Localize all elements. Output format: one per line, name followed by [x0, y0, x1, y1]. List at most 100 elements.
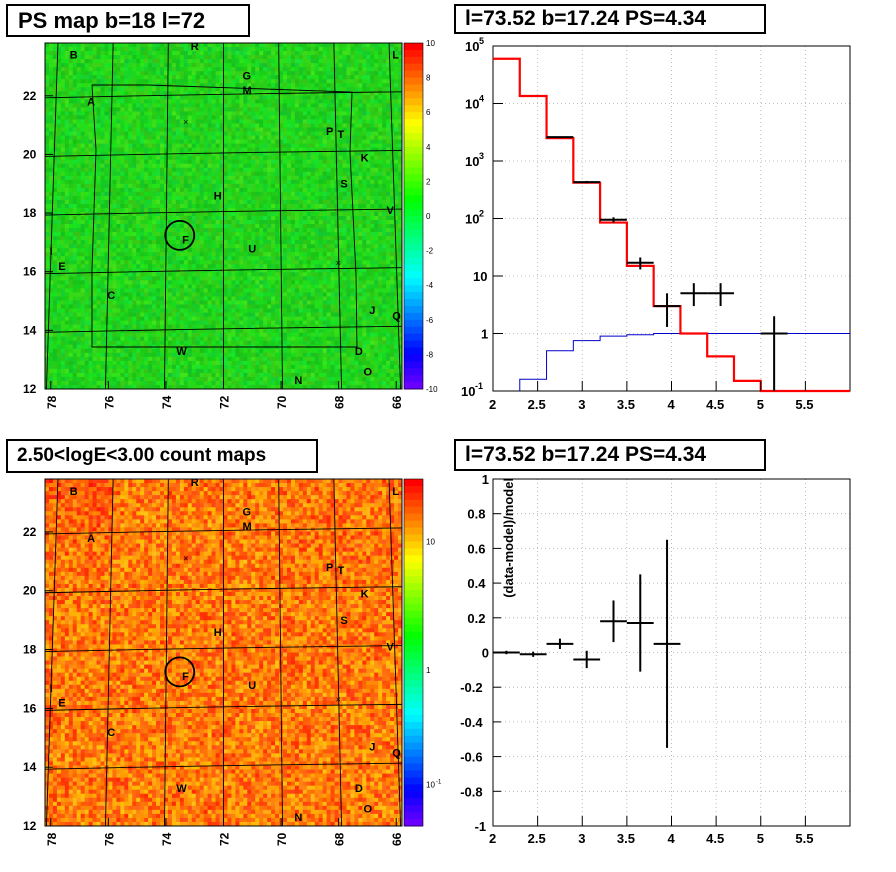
map-cell — [255, 87, 260, 92]
map-cell — [76, 224, 82, 229]
map-cell — [104, 67, 109, 72]
map-cell — [92, 272, 97, 277]
map-cell — [183, 280, 189, 285]
map-cell — [68, 336, 74, 342]
map-cell — [100, 43, 105, 48]
map-cell — [88, 191, 93, 197]
map-cell — [84, 83, 90, 88]
map-cell — [132, 43, 137, 48]
map-cell — [255, 207, 260, 213]
map-cell — [171, 280, 177, 285]
map-cell — [52, 244, 58, 249]
map-cell — [140, 143, 145, 148]
map-cell — [160, 244, 165, 249]
map-cell — [128, 199, 133, 205]
map-cell — [96, 368, 101, 374]
map-cell — [171, 191, 177, 197]
map-cell — [148, 123, 153, 128]
map-cell — [263, 115, 268, 120]
map-cell — [68, 288, 74, 293]
map-cell — [112, 135, 117, 140]
map-cell — [179, 211, 185, 217]
map-cell — [255, 356, 260, 362]
map-cell — [72, 320, 78, 326]
map-cell — [108, 244, 113, 249]
map-cell — [175, 127, 181, 132]
map-cell — [104, 115, 109, 120]
map-cell — [76, 107, 82, 112]
map-cell — [80, 268, 86, 273]
map-cell — [132, 79, 137, 84]
map-cell — [211, 43, 216, 48]
map-cell — [92, 95, 97, 100]
map-cell — [243, 332, 248, 338]
map-cell — [116, 320, 121, 326]
map-cell — [199, 163, 205, 169]
map-cell — [116, 324, 121, 330]
map-cell — [45, 199, 50, 205]
map-cell — [108, 187, 113, 193]
map-cell — [235, 131, 240, 136]
map-cell — [223, 300, 228, 305]
map-cell — [108, 107, 113, 112]
map-cell — [259, 167, 264, 173]
map-cell — [52, 207, 58, 213]
map-cell — [88, 159, 93, 165]
map-cell — [211, 143, 216, 148]
map-cell — [164, 280, 169, 285]
map-cell — [171, 95, 177, 100]
map-cell — [48, 119, 54, 124]
map-cell — [215, 220, 220, 225]
map-cell — [72, 131, 78, 136]
map-cell — [259, 360, 264, 366]
map-cell — [187, 59, 193, 64]
map-cell — [259, 252, 264, 257]
map-cell — [243, 216, 248, 221]
map-cell — [64, 288, 70, 293]
map-cell — [243, 79, 248, 84]
map-cell — [60, 264, 66, 269]
map-cell — [219, 163, 224, 169]
map-cell — [255, 59, 260, 64]
map-cell — [72, 352, 78, 358]
map-cell — [72, 103, 78, 108]
map-cell — [215, 356, 220, 362]
map-cell — [84, 232, 90, 237]
map-cell — [179, 304, 185, 309]
map-cell — [144, 376, 149, 382]
map-cell — [56, 328, 62, 334]
map-cell — [191, 352, 197, 358]
map-cell — [84, 107, 90, 112]
map-cell — [148, 356, 153, 362]
map-cell — [72, 187, 78, 193]
map-cell — [152, 47, 157, 52]
map-cell — [56, 276, 62, 281]
map-cell — [88, 332, 93, 338]
map-cell — [267, 256, 272, 261]
map-cell — [60, 111, 66, 116]
map-cell — [215, 99, 220, 104]
map-cell — [100, 336, 105, 342]
map-cell — [104, 276, 109, 281]
map-cell — [128, 232, 133, 237]
map-cell — [259, 384, 264, 390]
map-cell — [140, 163, 145, 169]
map-cell — [187, 83, 193, 88]
map-cell — [175, 264, 181, 269]
map-cell — [136, 191, 141, 197]
map-cell — [227, 175, 232, 181]
map-cell — [108, 268, 113, 273]
map-cell — [199, 47, 205, 52]
map-cell — [171, 336, 177, 342]
map-cell — [171, 308, 177, 313]
map-cell — [203, 260, 209, 265]
map-cell — [211, 103, 216, 108]
map-cell — [211, 348, 216, 354]
map-cell — [239, 67, 244, 72]
map-cell — [128, 139, 133, 144]
map-cell — [231, 224, 236, 229]
map-cell — [100, 264, 105, 269]
map-cell — [120, 348, 125, 354]
map-cell — [52, 195, 58, 201]
map-cell — [152, 79, 157, 84]
